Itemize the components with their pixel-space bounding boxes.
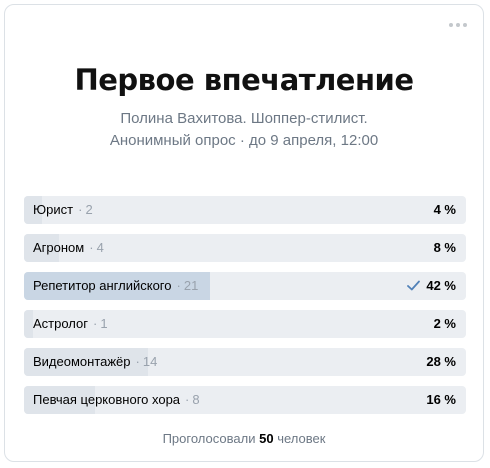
separator-dot: · <box>135 354 140 369</box>
option-count: 21 <box>183 278 199 293</box>
more-dot-icon <box>449 23 453 27</box>
more-options-button[interactable] <box>449 23 467 27</box>
option-count: 4 <box>96 240 104 255</box>
poll-subtitle: Полина Вахитова. Шоппер-стилист. <box>120 110 368 127</box>
poll-option[interactable]: Певчая церковного хора · 8 16 % <box>24 386 466 414</box>
poll-options: Юрист · 2 4 % Агроном · 4 8 % Репетитор англ… <box>24 196 466 424</box>
poll-title: Первое впечатление <box>74 63 414 97</box>
option-progress-fill <box>24 310 33 338</box>
option-progress-fill <box>24 386 95 414</box>
poll-option[interactable]: Видеомонтажёр · 14 28 % <box>24 348 466 376</box>
more-dot-icon <box>463 23 467 27</box>
option-label: Певчая церковного хора <box>33 392 181 407</box>
separator-dot: · <box>89 240 94 255</box>
footer-suffix: человек <box>277 431 326 446</box>
option-label: Видеомонтажёр <box>33 354 131 369</box>
poll-option[interactable]: Юрист · 2 4 % <box>24 196 466 224</box>
option-progress-fill <box>24 348 148 376</box>
option-label: Репетитор английского <box>33 278 172 293</box>
separator-dot: · <box>176 278 181 293</box>
option-progress-fill <box>24 196 42 224</box>
poll-option[interactable]: Агроном · 4 8 % <box>24 234 466 262</box>
option-count: 8 <box>192 392 200 407</box>
separator-dot: · <box>185 392 190 407</box>
poll-option-voted[interactable]: Репетитор английского · 21 42 % <box>24 272 466 300</box>
checkmark-icon <box>407 280 420 291</box>
option-label: Агроном <box>33 240 85 255</box>
option-percent: 28 % <box>426 354 456 369</box>
poll-option[interactable]: Астролог · 1 2 % <box>24 310 466 338</box>
poll-card: Первое впечатление Полина Вахитова. Шопп… <box>4 4 484 462</box>
option-percent: 4 % <box>433 202 456 217</box>
option-percent: 16 % <box>426 392 456 407</box>
footer-prefix: Проголосовали <box>162 431 256 446</box>
more-dot-icon <box>456 23 460 27</box>
option-label: Юрист <box>33 202 74 217</box>
option-count: 1 <box>100 316 108 331</box>
separator-dot: · <box>93 316 98 331</box>
option-label: Астролог <box>33 316 89 331</box>
option-progress-fill <box>24 272 210 300</box>
poll-total-votes: Проголосовали 50 человек <box>5 431 483 446</box>
option-count: 2 <box>85 202 93 217</box>
option-percent: 8 % <box>433 240 456 255</box>
option-progress-fill <box>24 234 60 262</box>
option-percent: 2 % <box>433 316 456 331</box>
poll-meta: Анонимный опрос · до 9 апреля, 12:00 <box>109 132 379 149</box>
total-votes-count: 50 <box>259 431 274 446</box>
option-percent: 42 % <box>426 278 456 293</box>
separator-dot: · <box>78 202 83 217</box>
option-count: 14 <box>142 354 158 369</box>
